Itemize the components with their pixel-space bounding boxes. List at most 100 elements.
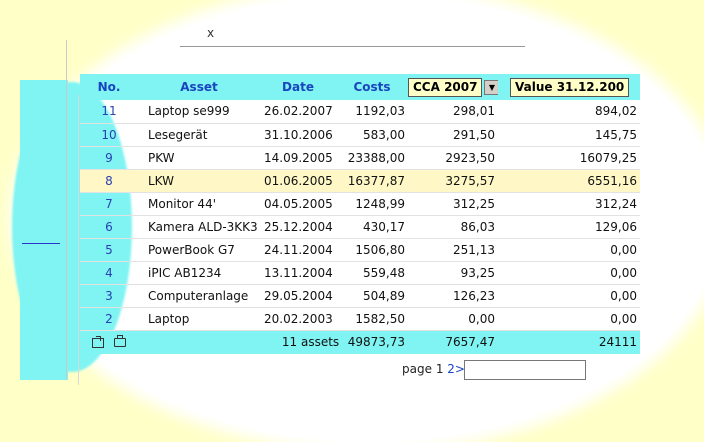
table-header-row: No. Asset Date Costs CCA 2007 ▼ Value 31.… [80,74,640,100]
footer-cca-total: 7657,47 [445,335,495,350]
acquisition-date: 04.05.2005 [264,196,333,211]
table-row[interactable]: 11 Laptop se999 26.02.2007 1192,03 298,01 894… [80,100,640,123]
book-value: 0,00 [610,311,637,326]
asset-name: Monitor 44' [148,196,216,211]
acquisition-date: 31.10.2006 [264,127,333,142]
title-rule [180,46,525,47]
book-value: 145,75 [595,127,637,142]
book-value: 894,02 [595,104,637,119]
asset-name: Laptop [148,311,190,326]
costs-value: 23388,00 [347,150,405,165]
cca-value: 298,01 [453,104,495,119]
column-header-asset[interactable]: Asset [180,80,218,94]
column-header-date[interactable]: Date [282,80,314,94]
table-row[interactable]: 7 Monitor 44' 04.05.2005 1248,99 312,25 312,2… [80,192,640,215]
footer-actions [80,330,138,354]
costs-value: 1192,03 [355,104,405,119]
value-select-value: Value 31.12.200 [515,79,625,94]
acquisition-date: 20.02.2003 [264,311,333,326]
value-date-select[interactable]: Value 31.12.200 [510,77,630,97]
cca-value: 126,23 [453,288,495,303]
row-number[interactable]: 11 [101,104,117,119]
row-number[interactable]: 8 [105,173,113,188]
content-panel [20,0,704,442]
column-header-no[interactable]: No. [97,80,121,94]
chevron-down-icon[interactable]: ▼ [484,79,498,95]
assets-table: No. Asset Date Costs CCA 2007 ▼ Value 31.… [80,74,640,354]
cca-value: 86,03 [460,219,495,234]
asset-name: Kamera ALD-3KK3 [148,219,258,234]
asset-name: iPIC AB1234 [148,265,222,280]
table-row[interactable]: 2 Laptop 20.02.2003 1582,50 0,00 0,00 [80,307,640,330]
cca-value: 251,13 [453,242,495,257]
period-select-cell: CCA 2007 ▼ [408,74,498,100]
costs-value: 559,48 [363,265,405,280]
row-number[interactable]: 5 [105,242,113,257]
acquisition-date: 26.02.2007 [264,104,333,119]
value-select-cell: Value 31.12.200 [498,74,640,100]
table-row[interactable]: 10 Lesegerät 31.10.2006 583,00 291,50 145,75 [80,123,640,146]
row-number[interactable]: 7 [105,196,113,211]
page-jump-input[interactable] [464,360,586,380]
book-value: 6551,16 [587,173,637,188]
asset-name: Lesegerät [148,127,208,142]
costs-value: 430,17 [363,219,405,234]
row-number[interactable]: 10 [101,127,117,142]
cca-value: 93,25 [460,265,495,280]
costs-value: 1582,50 [355,311,405,326]
book-value: 0,00 [610,265,637,280]
row-number[interactable]: 2 [105,311,113,326]
footer-value-total: 24111 [598,335,637,350]
table-row[interactable]: 5 PowerBook G7 24.11.2004 1506,80 251,13 0,00 [80,238,640,261]
row-number[interactable]: 6 [105,219,113,234]
pagination: page 1 2> [402,362,465,376]
footer-count-costs: 11 assets 49873,73 [260,330,408,354]
asset-name: PKW [148,150,175,165]
table-row[interactable]: 4 iPIC AB1234 13.11.2004 559,48 93,25 0,00 [80,261,640,284]
cca-value: 291,50 [453,127,495,142]
period-select-value: CCA 2007 [413,79,478,94]
row-number[interactable]: 3 [105,288,113,303]
table-left-border [78,95,79,385]
print-icon[interactable] [114,335,126,348]
pager-current: 1 [435,362,444,376]
sidebar-link[interactable] [22,243,60,244]
asset-name: LKW [148,173,174,188]
costs-value: 16377,87 [347,173,405,188]
asset-name: Laptop se999 [148,104,230,119]
table-row[interactable]: 3 Computeranlage 29.05.2004 504,89 126,23 0,0… [80,284,640,307]
cca-value: 312,25 [453,196,495,211]
column-header-costs[interactable]: Costs [353,80,391,94]
acquisition-date: 13.11.2004 [264,265,333,280]
asset-name: Computeranlage [148,288,249,303]
row-number[interactable]: 9 [105,150,113,165]
book-value: 16079,25 [579,150,637,165]
book-value: 0,00 [610,242,637,257]
book-value: 0,00 [610,288,637,303]
table-row[interactable]: 8 LKW 01.06.2005 16377,87 3275,57 6551,16 [80,169,640,192]
asset-name: PowerBook G7 [148,242,235,257]
table-row[interactable]: 6 Kamera ALD-3KK3 25.12.2004 430,17 86,03 129… [80,215,640,238]
cca-value: 0,00 [468,311,495,326]
panel-divider [66,40,67,380]
row-number[interactable]: 4 [105,265,113,280]
book-value: 312,24 [595,196,637,211]
cca-value: 2923,50 [445,150,495,165]
table-row[interactable]: 9 PKW 14.09.2005 23388,00 2923,50 16079,25 [80,146,640,169]
export-icon[interactable] [92,335,104,348]
acquisition-date: 01.06.2005 [264,173,333,188]
acquisition-date: 24.11.2004 [264,242,333,257]
left-sidebar [20,80,68,380]
table-footer-row: 11 assets 49873,73 7657,47 24111 [80,330,640,354]
footer-spacer [138,330,260,354]
footer-costs-total: 49873,73 [347,335,405,350]
costs-value: 583,00 [363,127,405,142]
pager-label: page [402,362,432,376]
cca-value: 3275,57 [445,173,495,188]
acquisition-date: 14.09.2005 [264,150,333,165]
pager-next-link[interactable]: 2> [447,362,465,376]
footer-asset-count: 11 assets [281,335,340,350]
period-select[interactable]: CCA 2007 [408,77,483,97]
costs-value: 1248,99 [355,196,405,211]
costs-value: 504,89 [363,288,405,303]
